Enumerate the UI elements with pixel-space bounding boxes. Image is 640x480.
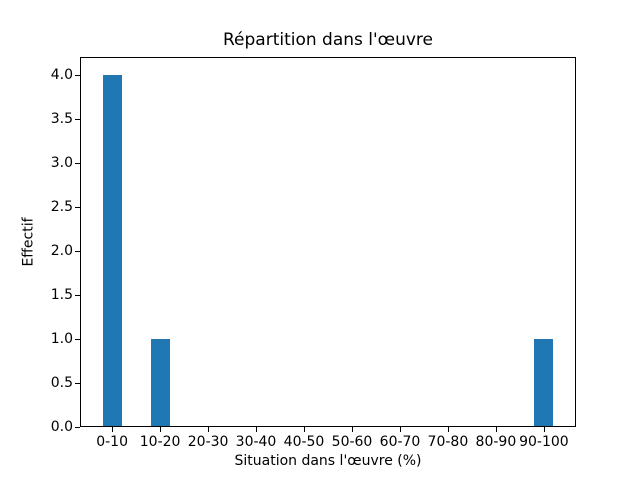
y-tick-mark [75, 118, 80, 120]
x-tick-label: 80-90 [475, 434, 517, 450]
y-tick-label: 1.5 [50, 286, 73, 303]
y-tick-label: 2.5 [50, 198, 73, 215]
x-tick-label: 90-100 [519, 434, 569, 450]
y-tick-mark [75, 74, 80, 76]
y-tick-label: 3.0 [50, 154, 73, 171]
x-tick-mark [160, 427, 162, 432]
x-tick-label: 10-20 [139, 434, 181, 450]
x-tick-mark [304, 427, 305, 432]
y-tick-label: 2.0 [50, 242, 73, 259]
x-tick-mark [112, 427, 114, 432]
x-tick-label: 0-10 [96, 434, 128, 450]
bar-10-20 [150, 338, 170, 427]
x-tick-label: 70-80 [427, 434, 469, 450]
x-tick-label: 30-40 [235, 434, 277, 450]
y-tick-label: 1.0 [50, 330, 73, 347]
x-tick-mark [256, 427, 257, 432]
y-tick-mark [75, 162, 80, 164]
y-tick-mark [75, 250, 80, 252]
x-tick-label: 60-70 [379, 434, 421, 450]
y-tick-mark [75, 206, 80, 208]
x-axis-label: Situation dans l'œuvre (%) [234, 453, 422, 469]
y-tick-label: 0.5 [50, 375, 73, 391]
bar-90-100 [534, 338, 554, 427]
y-axis-label: Effectif [20, 217, 37, 267]
y-tick-mark [75, 294, 80, 296]
bar-0-10 [102, 74, 122, 427]
y-tick-label: 4.0 [50, 66, 73, 83]
x-tick-mark [208, 427, 210, 432]
x-tick-label: 40-50 [283, 434, 325, 450]
x-tick-mark [543, 427, 545, 432]
plot-area [80, 57, 576, 427]
x-tick-mark [447, 427, 449, 432]
chart-title: Répartition dans l'œuvre [222, 30, 433, 50]
y-tick-mark [75, 427, 80, 428]
x-tick-label: 20-30 [187, 434, 229, 450]
x-tick-mark [495, 427, 497, 432]
x-tick-label: 50-60 [331, 434, 373, 450]
y-tick-mark [75, 338, 80, 340]
x-tick-mark [352, 427, 353, 432]
x-tick-mark [400, 427, 401, 432]
y-tick-mark [75, 383, 80, 384]
y-tick-label: 3.5 [50, 110, 73, 127]
y-tick-label: 0.0 [50, 419, 73, 435]
